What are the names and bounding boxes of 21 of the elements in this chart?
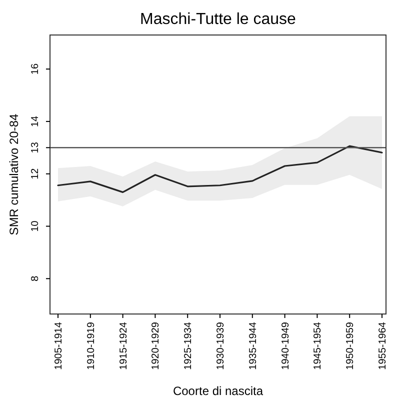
x-tick-label: 1940-1949	[280, 322, 292, 370]
y-axis-title: SMR cumulativo 20-84	[7, 113, 21, 236]
x-axis-title: Coorte di nascita	[172, 384, 264, 398]
x-tick-label: 1905-1914	[54, 322, 64, 370]
y-tick-label: 12	[30, 168, 41, 180]
x-tick-label: 1915-1924	[118, 322, 130, 370]
x-tick-label: 1910-1919	[86, 322, 97, 370]
line-series	[57, 145, 383, 193]
y-tick-label: 16	[30, 63, 41, 75]
y-tick-label: 14	[30, 115, 41, 128]
x-tick-label: 1920-1929	[150, 322, 162, 370]
x-tick-label: 1935-1944	[248, 322, 259, 370]
chart-title: Maschi-Tutte le cause	[140, 11, 296, 28]
y-tick-label: 13	[30, 142, 41, 154]
y-tick-label: 8	[30, 275, 41, 282]
x-tick-label: 1925-1934	[183, 322, 194, 370]
x-tick-label: 1945-1954	[312, 322, 324, 370]
x-tick-label: 1955-1964	[378, 322, 388, 370]
x-tick-label: 1930-1939	[216, 322, 226, 370]
y-tick-label: 10	[30, 220, 41, 232]
x-tick-label: 1950-1959	[345, 322, 356, 370]
